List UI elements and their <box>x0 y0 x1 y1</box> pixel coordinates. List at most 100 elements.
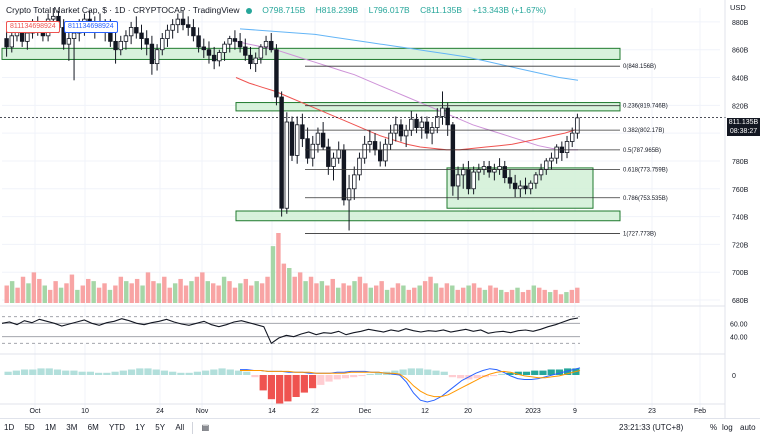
volume-bar <box>493 287 498 303</box>
volume-bar <box>178 278 183 303</box>
timeframe-1m[interactable]: 1M <box>44 423 57 432</box>
volume-bar <box>37 278 42 303</box>
time-axis-label: 10 <box>81 408 89 415</box>
candle-body <box>9 35 14 48</box>
volume-bar <box>357 276 363 303</box>
macd-histogram-bar <box>432 370 440 375</box>
date-range-icon[interactable]: ▤ <box>201 423 210 432</box>
volume-bar <box>292 276 297 303</box>
timeframe-ytd[interactable]: YTD <box>109 423 126 432</box>
candle-body <box>222 43 227 53</box>
volume-bar <box>341 283 346 303</box>
volume-bar <box>194 276 200 303</box>
macd-histogram-bar <box>12 370 20 375</box>
volume-bar <box>515 287 520 303</box>
volume-bar <box>558 294 564 303</box>
volume-bar <box>53 281 58 303</box>
fib-level-label: 0.5(787.965B) <box>623 148 661 154</box>
volume-bar <box>113 285 118 303</box>
timeframe-1d[interactable]: 1D <box>4 423 15 432</box>
timeframe-5d[interactable]: 5D <box>24 423 35 432</box>
candle-body <box>253 57 258 65</box>
timeframe-6m[interactable]: 6M <box>87 423 99 432</box>
candle-body <box>294 124 300 156</box>
candle-body <box>154 49 160 65</box>
macd-histogram-bar <box>539 370 547 375</box>
auto-toggle[interactable]: auto <box>740 423 756 432</box>
candle-body <box>450 124 456 187</box>
candle-body <box>191 27 196 37</box>
candle-body <box>383 143 388 162</box>
volume-bar <box>363 283 368 303</box>
candle-body <box>118 40 123 51</box>
volume-bar <box>509 289 515 303</box>
volume-bar <box>422 281 428 303</box>
volume-bar <box>124 281 129 303</box>
time-axis-label: Oct <box>30 408 41 415</box>
signal-line <box>240 370 581 398</box>
symbol-title[interactable]: Crypto Total Market Cap, $ · 1D · CRYPTO… <box>6 5 240 15</box>
candle-body <box>393 124 398 134</box>
candle-body <box>533 174 539 184</box>
volume-bar <box>553 289 558 303</box>
currency-label[interactable]: USD <box>730 3 746 12</box>
fib-level-label: 0.236(819.746B) <box>623 104 668 110</box>
candle-body <box>274 49 279 98</box>
macd-histogram-bar <box>448 375 457 378</box>
candle-body <box>471 171 476 190</box>
volume-bar <box>118 276 124 303</box>
price-axis-label: 680B <box>732 298 749 305</box>
percent-toggle[interactable]: % <box>710 423 718 432</box>
price-axis-label: 880B <box>732 20 749 27</box>
macd-histogram-bar <box>45 368 53 375</box>
volume-bar <box>281 263 287 303</box>
candle-body <box>196 35 201 48</box>
volume-bar <box>297 272 303 303</box>
macd-axis-label: 0 <box>732 373 736 380</box>
candle-body <box>4 38 9 48</box>
sell-button[interactable]: 811134698924 <box>6 21 60 33</box>
volume-bar <box>58 287 64 303</box>
macd-histogram-bar <box>325 375 333 382</box>
time-axis-label: Feb <box>694 408 706 415</box>
timeframe-1y[interactable]: 1Y <box>135 423 146 432</box>
candle-body <box>201 46 207 51</box>
time-axis-label: 22 <box>311 408 319 415</box>
volume-bar <box>520 292 526 303</box>
macd-histogram-bar <box>366 373 374 375</box>
macd-histogram-bar <box>407 368 415 375</box>
volume-bar <box>330 278 335 303</box>
volume-bar <box>455 289 460 303</box>
candle-body <box>180 18 186 26</box>
candle-body <box>528 182 533 190</box>
rsi-axis-label: 60.00 <box>730 321 748 328</box>
time-axis-label: 20 <box>464 408 472 415</box>
macd-histogram-bar <box>399 369 407 375</box>
volume-bar <box>488 285 493 303</box>
candle-body <box>549 157 554 162</box>
volume-bar <box>134 278 140 303</box>
candle-body <box>341 149 347 201</box>
candle-body <box>461 168 466 176</box>
volume-bar <box>259 283 265 303</box>
volume-bar <box>102 283 107 303</box>
volume-bar <box>96 287 102 303</box>
volume-bar <box>64 283 69 303</box>
macd-histogram-bar <box>160 370 169 375</box>
timeframe-5y[interactable]: 5Y <box>155 423 166 432</box>
timeframe-3m[interactable]: 3M <box>66 423 78 432</box>
buy-button[interactable]: 811134698924 <box>64 21 118 33</box>
clock[interactable]: 23:21:33 (UTC+8) <box>619 423 684 432</box>
timeframe-all[interactable]: All <box>175 423 185 432</box>
macd-histogram-bar <box>374 372 383 375</box>
macd-histogram-bar <box>424 369 432 375</box>
sell-price: 811134698924 <box>10 23 56 30</box>
candle-body <box>139 32 144 39</box>
volume-bar <box>156 283 162 303</box>
time-axis-label: 2023 <box>525 408 541 415</box>
price-axis-label: 820B <box>732 103 749 110</box>
candle-body <box>284 121 290 209</box>
log-toggle[interactable]: log <box>722 423 733 432</box>
volume-bar <box>384 289 390 303</box>
